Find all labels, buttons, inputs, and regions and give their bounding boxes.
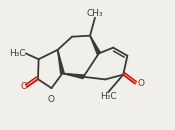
Polygon shape [62,73,84,79]
Text: O: O [138,79,145,88]
Text: CH₃: CH₃ [87,9,103,18]
Polygon shape [58,50,64,74]
Text: H₃C: H₃C [100,92,116,101]
Text: O: O [21,82,28,91]
Polygon shape [90,36,100,54]
Text: O: O [48,95,55,104]
Text: H₃C: H₃C [9,49,26,58]
